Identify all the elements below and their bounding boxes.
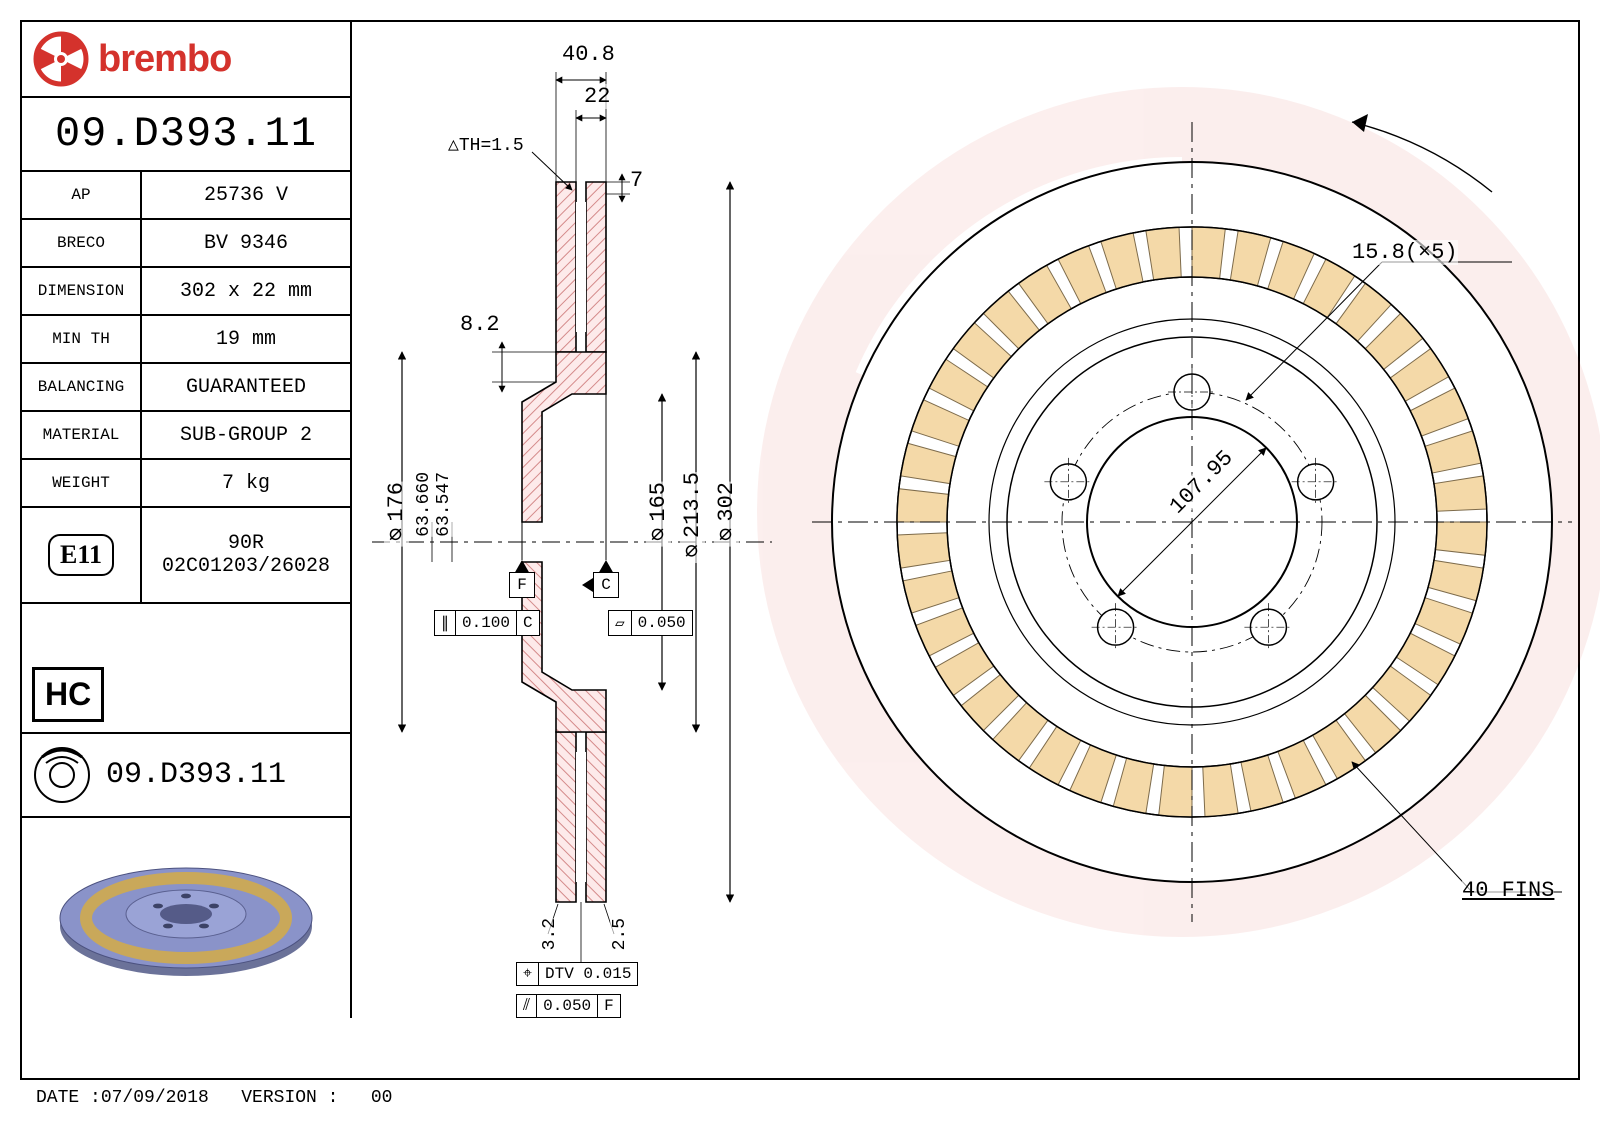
brembo-logo-icon [34,32,88,86]
brand-name: brembo [98,38,231,81]
datum-C: C [593,572,619,598]
disc-render-icon [46,848,326,988]
spec-ap: AP 25736 V [22,172,350,220]
gdtol-tol: 0.050 [537,995,598,1017]
spec-value: 7 kg [142,460,350,506]
gdtol-symbol: ⫽ [517,995,537,1017]
dim-delta-th: △TH=1.5 [448,134,524,156]
dim-chamfer-right: 2.5 [610,918,630,950]
datum-C-arrow-icon [582,578,593,592]
spec-label: MATERIAL [22,412,142,458]
spec-label: DIMENSION [22,268,142,314]
gdtol-ref: C [517,611,539,635]
spec-label: WEIGHT [22,460,142,506]
bottom-part-row: 09.D393.11 [22,734,350,818]
dim-63-660: 63.660 [414,472,434,537]
gdtol-ref: F [598,995,620,1017]
dim-d302: ⌀302 [714,482,739,547]
gdtol-tol: DTV 0.015 [539,963,637,985]
dim-bolt-spec: 15.8(×5) [1352,240,1458,265]
part-number: 09.D393.11 [55,110,317,158]
spec-value: SUB-GROUP 2 [142,412,350,458]
hc-badge: HC [32,667,104,722]
gdtol-tol: 0.050 [632,611,692,635]
spec-breco: BRECO BV 9346 [22,220,350,268]
dim-d213-5: ⌀213.5 [680,472,705,563]
spec-value: BV 9346 [142,220,350,266]
spec-label: E11 [22,508,142,602]
footer: DATE :07/09/2018 VERSION : 00 [36,1088,392,1108]
spec-value: 90R 02C01203/26028 [142,508,350,602]
spec-label: MIN TH [22,316,142,362]
spec-weight: WEIGHT 7 kg [22,460,350,508]
footer-version: 00 [371,1088,393,1108]
spec-label: AP [22,172,142,218]
spec-value: GUARANTEED [142,364,350,410]
spec-label: BRECO [22,220,142,266]
dim-7: 7 [630,168,643,193]
dim-8-2: 8.2 [460,312,500,337]
spec-value: 25736 V [142,172,350,218]
footer-date: 07/09/2018 [101,1088,209,1108]
spec-value: 302 x 22 mm [142,268,350,314]
footer-version-label: VERSION : [241,1088,338,1108]
gdtol-flat: ▱ 0.050 [608,610,693,636]
spec-block: brembo 09.D393.11 AP 25736 V BRECO BV 93… [22,22,352,1018]
dim-d165: ⌀165 [646,482,671,547]
drawing-area: 40.8 22 △TH=1.5 7 8.2 ⌀176 63.660 63.547… [352,22,1578,1078]
brand-row: brembo [22,22,350,98]
gdtol-tol: 0.100 [456,611,517,635]
footer-date-label: DATE : [36,1088,101,1108]
gdtol-symbol: ▱ [609,611,632,635]
disc-thumb-icon [32,745,92,805]
spec-value: 19 mm [142,316,350,362]
bottom-part-number: 09.D393.11 [106,758,286,792]
dim-63-547: 63.547 [434,472,454,537]
e11-badge: E11 [48,534,114,576]
gdtol-parallel: ∥ 0.100 C [434,610,540,636]
spec-dimension: DIMENSION 302 x 22 mm [22,268,350,316]
dim-chamfer-left: 3.2 [540,918,560,950]
datum-F: F [509,572,535,598]
dim-d176: ⌀176 [384,482,409,547]
gdtol-dtv: ⌖ DTV 0.015 [516,962,638,986]
spec-balancing: BALANCING GUARANTEED [22,364,350,412]
dim-22: 22 [584,84,610,109]
spec-minth: MIN TH 19 mm [22,316,350,364]
hc-row: HC [22,604,350,734]
spec-material: MATERIAL SUB-GROUP 2 [22,412,350,460]
spec-label: BALANCING [22,364,142,410]
gdtol-symbol: ∥ [435,611,456,635]
dim-40-8: 40.8 [562,42,615,67]
gdtol-symbol: ⌖ [517,963,539,985]
drawing-frame: brembo 09.D393.11 AP 25736 V BRECO BV 93… [20,20,1580,1080]
part-number-row: 09.D393.11 [22,98,350,172]
render-row [22,818,350,1018]
section-view [372,52,772,1032]
gdtol-runout: ⫽ 0.050 F [516,994,621,1018]
face-view [792,62,1592,982]
dim-fins: 40 FINS [1462,878,1554,903]
spec-approval: E11 90R 02C01203/26028 [22,508,350,604]
